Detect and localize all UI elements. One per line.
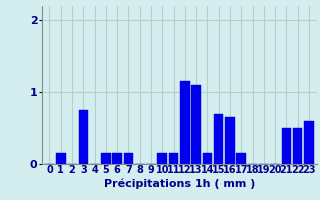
Bar (124, 153, 133, 164)
Bar (282, 128, 291, 164)
Bar (191, 85, 201, 164)
Bar (236, 153, 246, 164)
Bar (225, 117, 235, 164)
Bar (214, 114, 223, 164)
Bar (78, 110, 88, 164)
Bar (169, 153, 178, 164)
Bar (304, 121, 314, 164)
Bar (157, 153, 167, 164)
Bar (180, 81, 190, 164)
Bar (112, 153, 122, 164)
Bar (56, 153, 66, 164)
Bar (101, 153, 111, 164)
Bar (293, 128, 302, 164)
Bar (203, 153, 212, 164)
X-axis label: Précipitations 1h ( mm ): Précipitations 1h ( mm ) (103, 178, 255, 189)
